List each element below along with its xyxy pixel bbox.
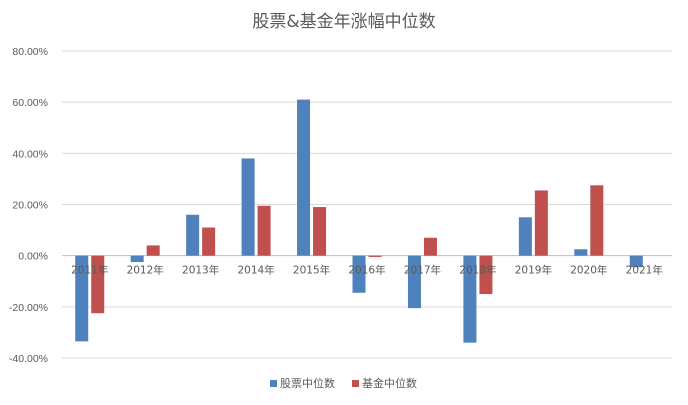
x-tick-label: 2019年: [515, 264, 552, 277]
bar-stock-2012年: [130, 255, 144, 263]
bar-stock-2014年: [241, 158, 255, 256]
legend-label-fund: 基金中位数: [362, 376, 417, 390]
y-tick-label: 80.00%: [12, 46, 48, 58]
bar-fund-2016年: [368, 255, 382, 257]
bar-stock-2020年: [574, 249, 588, 256]
x-tick-label: 2021年: [626, 264, 663, 277]
bar-stock-2016年: [352, 255, 366, 293]
y-tick-label: 20.00%: [12, 200, 48, 212]
y-tick-labels: 80.00% 60.00% 40.00% 20.00% 0.00% -20.00% -40.…: [9, 46, 48, 365]
bar-stock-2013年: [186, 214, 200, 256]
x-tick-label: 2020年: [570, 264, 607, 277]
bar-fund-2014年: [257, 205, 271, 256]
x-tick-label: 2015年: [293, 264, 330, 277]
bar-stock-2017年: [407, 255, 421, 309]
bar-fund-2017年: [423, 237, 437, 256]
y-tick-label: -20.00%: [9, 302, 48, 314]
chart-title: 股票&基金年涨幅中位数: [252, 12, 435, 32]
bar-stock-2019年: [518, 217, 532, 256]
x-tick-label: 2017年: [404, 264, 441, 277]
legend-swatch-stock: [270, 380, 277, 387]
bars: [75, 99, 643, 343]
y-tick-label: 0.00%: [18, 251, 48, 263]
x-tick-label: 2014年: [237, 264, 274, 277]
bar-fund-2019年: [534, 190, 548, 256]
x-tick-labels: 2011年 2012年 2013年 2014年 2015年 2016年 2017年 2018年…: [71, 264, 663, 277]
bar-fund-2020年: [590, 185, 604, 256]
x-tick-label: 2013年: [182, 264, 219, 277]
x-tick-label: 2012年: [127, 264, 164, 277]
x-tick-label: 2016年: [348, 264, 385, 277]
y-tick-label: 60.00%: [12, 97, 48, 109]
bar-stock-2011年: [75, 255, 89, 342]
bar-stock-2021年: [629, 255, 643, 268]
bar-stock-2018年: [463, 255, 477, 343]
bar-fund-2011年: [91, 255, 105, 314]
x-tick-label: 2011年: [71, 264, 108, 277]
bar-fund-2012年: [146, 245, 160, 256]
x-tick-label: 2018年: [459, 264, 496, 277]
bar-fund-2015年: [313, 207, 327, 256]
gridlines: [62, 50, 672, 359]
bar-fund-2013年: [202, 227, 216, 256]
legend: 股票中位数 基金中位数: [270, 376, 417, 390]
y-tick-label: -40.00%: [9, 353, 48, 365]
bar-stock-2015年: [297, 99, 311, 256]
y-tick-label: 40.00%: [12, 148, 48, 160]
legend-swatch-fund: [352, 380, 359, 387]
bar-fund-2018年: [479, 255, 493, 295]
legend-label-stock: 股票中位数: [280, 376, 335, 390]
